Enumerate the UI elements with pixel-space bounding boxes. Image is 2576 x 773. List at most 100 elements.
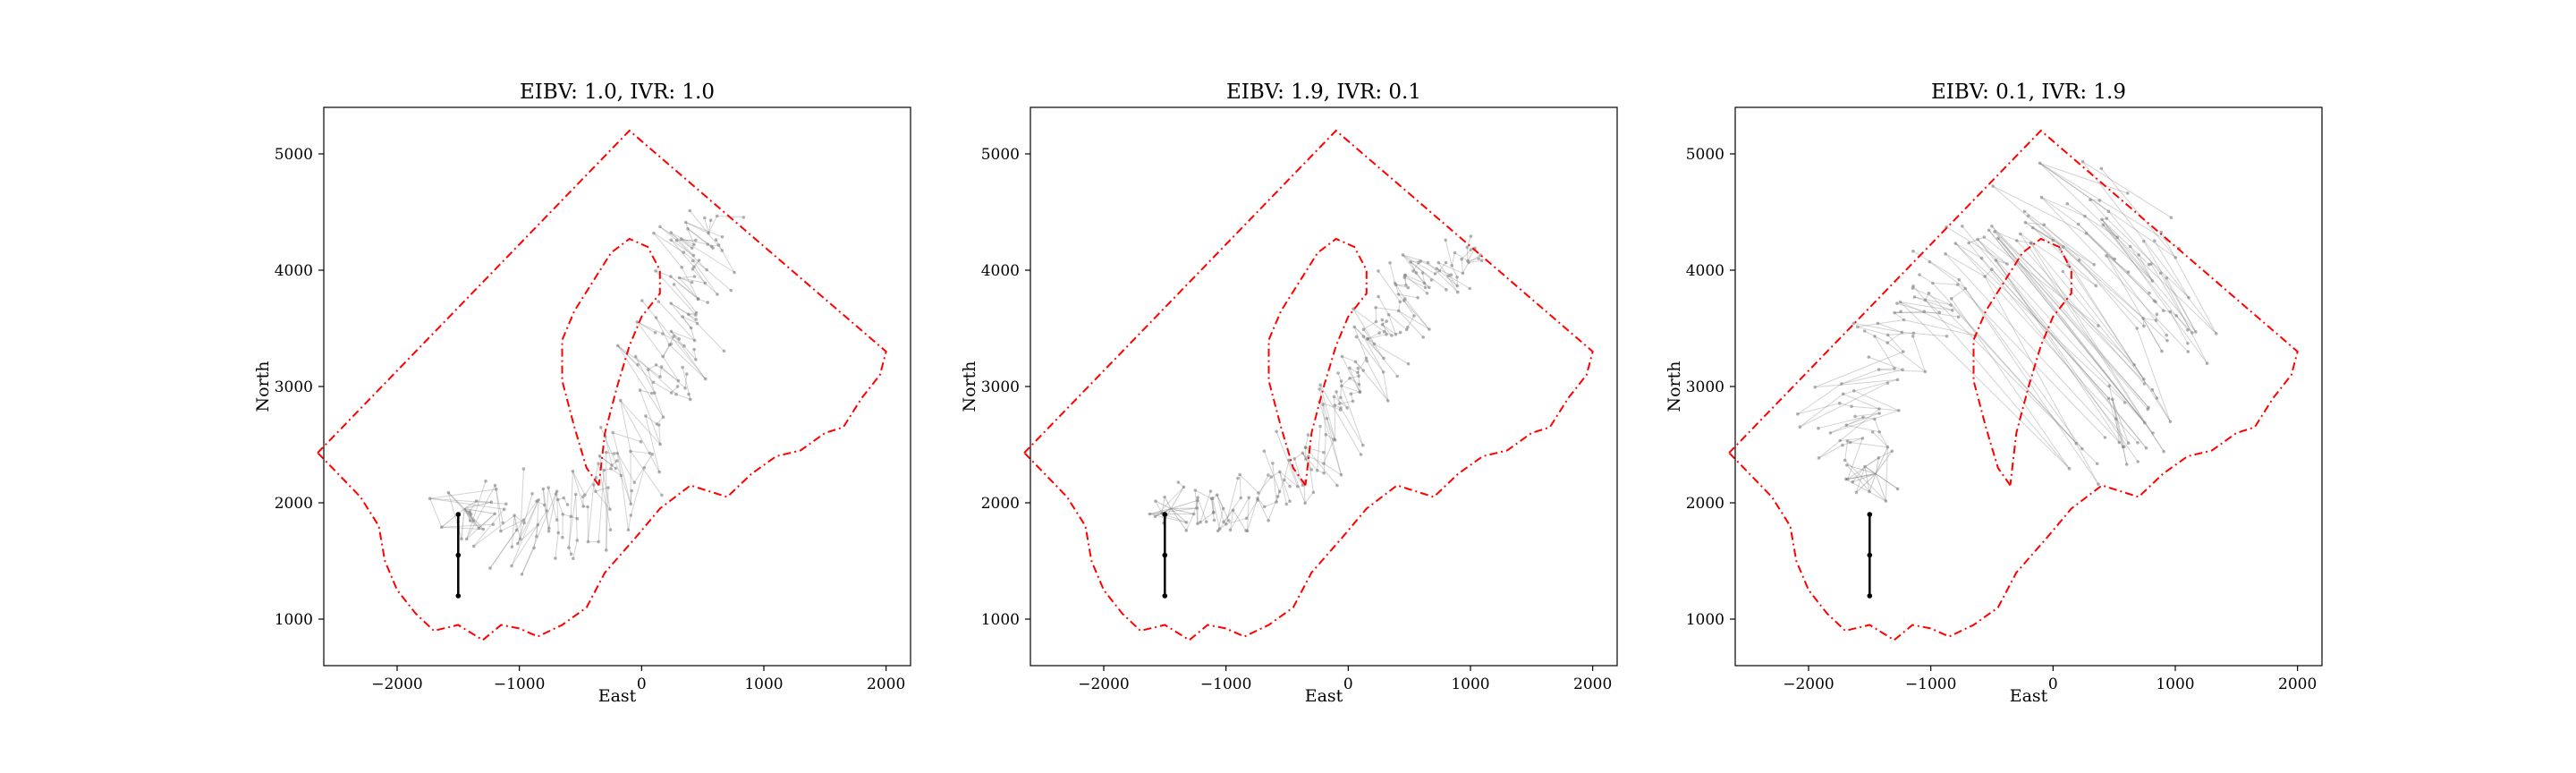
- y-tick-label: 2000: [275, 495, 313, 513]
- trajectory-point: [1372, 342, 1377, 346]
- trajectory-point: [1845, 439, 1850, 443]
- trajectory-segment: [641, 300, 707, 379]
- trajectory-segment: [1341, 378, 1351, 386]
- trajectory-segment: [513, 515, 518, 531]
- trajectory-segment: [617, 344, 661, 378]
- trajectory-point: [2160, 349, 2164, 353]
- trajectory-point: [1469, 248, 1473, 251]
- trajectory-point: [2080, 446, 2084, 451]
- trajectory-segment: [517, 524, 538, 544]
- trajectory-point: [1465, 245, 1470, 250]
- trajectory-point: [1333, 438, 1337, 442]
- trajectory-segment: [1875, 473, 1898, 489]
- trajectory-point: [1267, 473, 1270, 477]
- trajectory-point: [692, 338, 697, 343]
- trajectory-point: [1283, 478, 1286, 482]
- trajectory-segment: [1950, 304, 2077, 445]
- trajectory-point: [614, 466, 618, 471]
- trajectory-segment: [2041, 197, 2079, 225]
- trajectory-segment: [637, 321, 656, 334]
- trajectory-point: [1406, 361, 1411, 366]
- trajectory-point: [1911, 249, 1915, 253]
- trajectory-point: [1352, 325, 1356, 329]
- trajectory-point: [661, 415, 665, 420]
- trajectory-point: [1895, 378, 1900, 382]
- trajectory-point: [1844, 423, 1849, 428]
- trajectory-point: [537, 498, 540, 502]
- trajectory-point: [1176, 480, 1181, 484]
- trajectory-segment: [653, 233, 684, 253]
- trajectory-segment: [708, 216, 718, 234]
- trajectory-segment: [1341, 386, 1364, 446]
- trajectory-segment: [1170, 508, 1187, 531]
- trajectory-point: [1239, 496, 1243, 500]
- trajectory-segment: [2175, 315, 2193, 334]
- trajectory-point: [2030, 225, 2035, 230]
- trajectory-segment: [1875, 457, 1879, 474]
- trajectory-segment: [1855, 466, 1866, 493]
- trajectory-segment: [2039, 162, 2217, 335]
- trajectory-point: [2103, 436, 2107, 439]
- trajectory-segment: [1247, 497, 1258, 531]
- trajectory-point: [2107, 384, 2112, 388]
- x-tick-label: −1000: [494, 675, 546, 693]
- trajectory-point: [572, 556, 575, 561]
- trajectory-segment: [429, 498, 443, 528]
- trajectory-point: [1897, 409, 1901, 412]
- trajectory-point: [1348, 366, 1352, 370]
- trajectory-point: [493, 483, 497, 488]
- trajectory-point: [489, 500, 494, 504]
- trajectory-segment: [1367, 332, 1380, 340]
- trajectory-point: [484, 479, 487, 483]
- trajectory-point: [2092, 263, 2096, 267]
- trajectory-segment: [464, 501, 492, 509]
- trajectory-segment: [648, 370, 656, 394]
- trajectory-point: [1380, 323, 1385, 327]
- trajectory-point: [1338, 402, 1342, 405]
- trajectory-segment: [1404, 298, 1430, 330]
- trajectory-segment: [1356, 336, 1384, 373]
- trajectory-point: [694, 238, 698, 242]
- trajectory-segment: [1398, 310, 1430, 330]
- trajectory-segment: [1404, 275, 1425, 284]
- trajectory-point: [1193, 488, 1198, 492]
- trajectory-point: [2077, 259, 2081, 262]
- trajectory-point: [1256, 497, 1259, 500]
- trajectory-segment: [1925, 300, 1940, 313]
- trajectory-segment: [1382, 324, 1396, 336]
- trajectory-point: [521, 518, 526, 522]
- trajectory-segment: [1217, 509, 1234, 531]
- trajectory-point: [1361, 335, 1366, 338]
- x-tick-label: 2000: [2278, 675, 2317, 693]
- trajectory-segment: [1212, 497, 1215, 514]
- trajectory-point: [1844, 477, 1848, 481]
- trajectory-segment: [595, 487, 609, 492]
- trajectory-point: [1479, 259, 1484, 262]
- trajectory-segment: [1340, 407, 1364, 446]
- trajectory-point: [510, 564, 513, 568]
- trajectory-segment: [1886, 342, 1926, 372]
- trajectory-segment: [1996, 259, 2123, 447]
- trajectory-segment: [682, 251, 708, 270]
- trajectory-point: [530, 492, 534, 496]
- trajectory-point: [1336, 371, 1340, 375]
- trajectory-segment: [670, 302, 691, 328]
- trajectory-segment: [1853, 390, 1900, 412]
- trajectory-point: [1477, 257, 1481, 260]
- trajectory-point: [1895, 302, 1899, 305]
- trajectory-point: [1469, 234, 1473, 238]
- trajectory-point: [1957, 277, 1962, 282]
- trajectory-point: [569, 552, 573, 556]
- trajectory-point: [1275, 429, 1278, 434]
- trajectory-segment: [511, 499, 539, 566]
- trajectory-point: [2083, 214, 2087, 218]
- trajectory-segment: [620, 400, 631, 452]
- trajectory-point: [669, 302, 673, 305]
- trajectory-point: [615, 344, 620, 348]
- trajectory-segment: [1997, 237, 2149, 408]
- trajectory-segment: [2059, 248, 2171, 422]
- trajectory-segment: [662, 356, 679, 381]
- trajectory-segment: [1945, 253, 1986, 277]
- trajectory-segment: [1997, 237, 2146, 423]
